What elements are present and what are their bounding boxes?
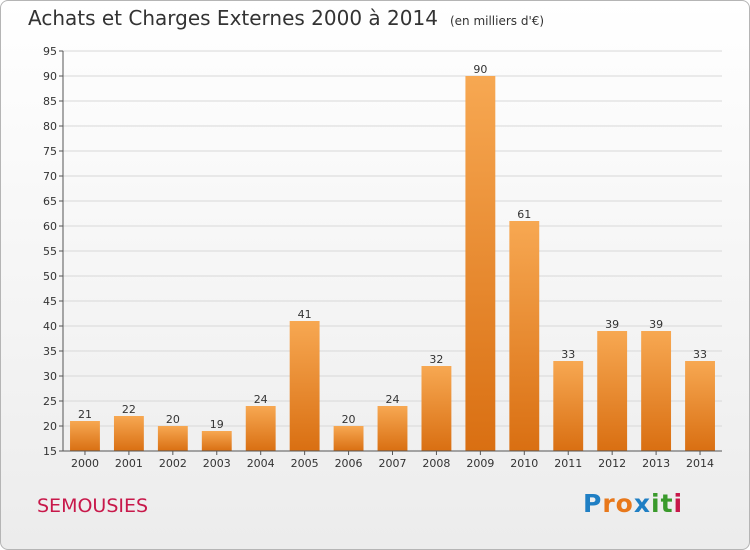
proxiti-logo: Proxiti xyxy=(583,489,683,518)
x-tick-label-2000: 2000 xyxy=(71,457,99,470)
value-label-2013: 39 xyxy=(649,318,663,331)
bar-2011 xyxy=(553,361,584,451)
x-tick-label-2013: 2013 xyxy=(642,457,670,470)
x-tick-label-2005: 2005 xyxy=(291,457,319,470)
value-label-2009: 90 xyxy=(473,63,487,76)
x-tick-label-2003: 2003 xyxy=(203,457,231,470)
y-tick-label: 35 xyxy=(43,345,57,358)
value-label-2005: 41 xyxy=(298,308,312,321)
x-tick-label-2004: 2004 xyxy=(247,457,275,470)
x-tick-label-2011: 2011 xyxy=(554,457,582,470)
x-tick-label-2008: 2008 xyxy=(422,457,450,470)
commune-name: SEMOUSIES xyxy=(37,495,149,517)
value-label-2006: 20 xyxy=(342,413,356,426)
y-tick-label: 15 xyxy=(43,445,57,458)
y-tick-label: 40 xyxy=(43,320,57,333)
y-tick-label: 50 xyxy=(43,270,57,283)
value-label-2010: 61 xyxy=(517,208,531,221)
value-label-2011: 33 xyxy=(561,348,575,361)
chart-title-unit: (en milliers d'€) xyxy=(449,14,545,28)
y-tick-label: 65 xyxy=(43,195,57,208)
y-tick-label: 90 xyxy=(43,70,57,83)
y-tick-label: 95 xyxy=(43,45,57,58)
bar-2004 xyxy=(245,406,276,451)
logo-letter: i xyxy=(651,489,661,518)
y-tick-label: 45 xyxy=(43,295,57,308)
x-tick-label-2006: 2006 xyxy=(335,457,363,470)
y-tick-label: 55 xyxy=(43,245,57,258)
value-label-2004: 24 xyxy=(254,393,268,406)
value-label-2008: 32 xyxy=(429,353,443,366)
axes: 15 20 25 30 35 40 45 50 55 60 65 70 75 80 85 90 95 2000 20… xyxy=(43,45,722,470)
chart-title-main: Achats et Charges Externes 2000 à 2014 xyxy=(28,6,438,30)
value-label-2007: 24 xyxy=(386,393,400,406)
bar-2010 xyxy=(509,221,540,451)
chart-title: Achats et Charges Externes 2000 à 2014 (e… xyxy=(28,6,544,30)
bar-2002 xyxy=(157,426,188,451)
bar-2000 xyxy=(70,421,100,451)
bar-2005 xyxy=(289,321,320,451)
bar-2012 xyxy=(597,331,628,451)
logo-letter: r xyxy=(602,489,616,518)
bar-2001 xyxy=(113,416,144,451)
bar-2008 xyxy=(421,366,452,451)
x-tick-label-2002: 2002 xyxy=(159,457,187,470)
value-label-2014: 33 xyxy=(693,348,707,361)
bar-2006 xyxy=(333,426,364,451)
logo-letter: P xyxy=(583,489,603,518)
bar-2014 xyxy=(685,361,715,451)
bar-2013 xyxy=(641,331,672,451)
y-tick-label: 80 xyxy=(43,120,57,133)
x-tick-label-2010: 2010 xyxy=(510,457,538,470)
x-tick-label-2009: 2009 xyxy=(466,457,494,470)
x-tick-label-2012: 2012 xyxy=(598,457,626,470)
value-label-2002: 20 xyxy=(166,413,180,426)
value-label-2000: 21 xyxy=(78,408,92,421)
logo-letter: i xyxy=(673,489,684,518)
y-tick-label: 85 xyxy=(43,95,57,108)
bars: 21 22 20 19 24 41 20 24 32 90 61 33 39 39 33 xyxy=(70,63,715,451)
y-tick-label: 60 xyxy=(43,220,57,233)
y-tick-label: 25 xyxy=(43,395,57,408)
x-tick-label-2014: 2014 xyxy=(686,457,714,470)
value-label-2003: 19 xyxy=(210,418,224,431)
bar-2003 xyxy=(201,431,232,451)
y-tick-label: 20 xyxy=(43,420,57,433)
x-tick-label-2007: 2007 xyxy=(379,457,407,470)
y-tick-label: 75 xyxy=(43,145,57,158)
x-tick-label-2001: 2001 xyxy=(115,457,143,470)
y-tick-label: 70 xyxy=(43,170,57,183)
y-tick-label: 30 xyxy=(43,370,57,383)
value-label-2012: 39 xyxy=(605,318,619,331)
bar-2009 xyxy=(465,76,496,451)
logo-letter: o xyxy=(615,489,634,518)
value-label-2001: 22 xyxy=(122,403,136,416)
bar-2007 xyxy=(377,406,408,451)
logo-letter: x xyxy=(633,489,651,518)
logo-letter: t xyxy=(660,489,674,518)
